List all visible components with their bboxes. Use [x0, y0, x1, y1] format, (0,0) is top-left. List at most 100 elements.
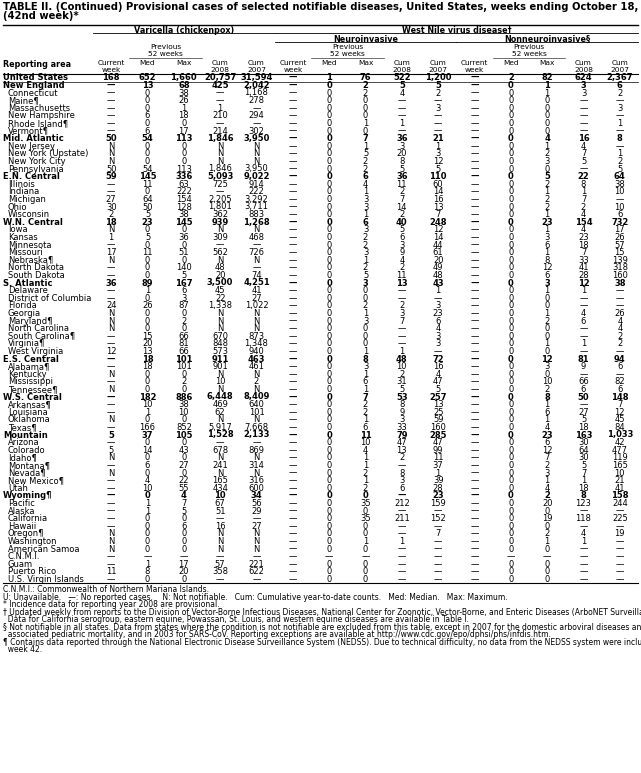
Text: 573: 573: [212, 347, 228, 356]
Text: 2: 2: [363, 233, 368, 242]
Text: —: —: [216, 240, 224, 250]
Text: 0: 0: [326, 567, 332, 577]
Text: 0: 0: [145, 385, 150, 394]
Text: 9,022: 9,022: [243, 172, 270, 181]
Text: 15: 15: [615, 248, 625, 257]
Text: 2: 2: [363, 264, 368, 272]
Text: 10: 10: [615, 187, 625, 196]
Text: 0: 0: [181, 225, 187, 234]
Text: 7: 7: [363, 393, 369, 401]
Text: 2: 2: [508, 73, 514, 82]
Text: —: —: [107, 499, 115, 508]
Text: —: —: [470, 499, 479, 508]
Text: —: —: [470, 476, 479, 485]
Text: 37: 37: [433, 461, 444, 470]
Text: —: —: [434, 294, 442, 303]
Text: 1: 1: [545, 141, 550, 151]
Text: 3: 3: [363, 248, 368, 257]
Text: 3: 3: [435, 332, 441, 341]
Text: —: —: [615, 560, 624, 569]
Text: —: —: [579, 294, 588, 303]
Text: 7: 7: [581, 149, 586, 158]
Text: West Nile virus disease†: West Nile virus disease†: [401, 26, 511, 35]
Text: 0: 0: [326, 157, 332, 166]
Text: 5: 5: [399, 225, 404, 234]
Text: 0: 0: [363, 522, 368, 531]
Text: 11: 11: [397, 271, 407, 280]
Text: 0: 0: [363, 286, 368, 295]
Text: —: —: [579, 552, 588, 561]
Text: 27: 27: [106, 195, 117, 204]
Text: 0: 0: [508, 141, 513, 151]
Text: 9: 9: [399, 407, 404, 417]
Text: 1: 1: [363, 369, 368, 379]
Text: 5: 5: [435, 81, 441, 90]
Text: 36: 36: [105, 278, 117, 288]
Text: Previous
52 weeks: Previous 52 weeks: [148, 44, 183, 56]
Text: —: —: [470, 203, 479, 212]
Text: 66: 66: [578, 377, 589, 386]
Text: 158: 158: [611, 492, 629, 500]
Text: 14: 14: [397, 203, 407, 212]
Text: 22: 22: [578, 172, 589, 181]
Text: N: N: [253, 369, 260, 379]
Text: —: —: [288, 187, 297, 196]
Text: 113: 113: [175, 134, 192, 143]
Text: 139: 139: [612, 256, 628, 264]
Text: New Jersey: New Jersey: [8, 141, 55, 151]
Text: 0: 0: [508, 393, 513, 401]
Text: 1: 1: [617, 149, 622, 158]
Text: —: —: [470, 407, 479, 417]
Text: 1: 1: [545, 88, 550, 97]
Text: 47: 47: [433, 377, 444, 386]
Text: 0: 0: [508, 195, 513, 204]
Text: Ohio: Ohio: [8, 203, 28, 212]
Text: —: —: [253, 119, 261, 128]
Text: —: —: [288, 468, 297, 478]
Text: 257: 257: [429, 393, 447, 401]
Text: 0: 0: [145, 294, 150, 303]
Text: 0: 0: [363, 339, 368, 349]
Text: 0: 0: [181, 537, 187, 546]
Text: 0: 0: [145, 468, 150, 478]
Text: 2: 2: [617, 339, 622, 349]
Text: 0: 0: [326, 203, 332, 212]
Text: —: —: [470, 165, 479, 173]
Text: 652: 652: [138, 73, 156, 82]
Text: 0: 0: [326, 104, 332, 113]
Text: E.S. Central: E.S. Central: [3, 355, 59, 363]
Text: —: —: [253, 264, 261, 272]
Text: —: —: [325, 552, 333, 561]
Text: 57: 57: [215, 560, 226, 569]
Text: 6: 6: [617, 362, 622, 371]
Text: —: —: [470, 218, 479, 226]
Text: 0: 0: [326, 362, 332, 371]
Text: —: —: [288, 476, 297, 485]
Text: § Not notifiable in all states. Data from states where the condition is not noti: § Not notifiable in all states. Data fro…: [3, 623, 641, 632]
Text: 2,133: 2,133: [243, 431, 270, 440]
Text: 10: 10: [615, 203, 625, 212]
Text: 101: 101: [249, 407, 264, 417]
Text: 5: 5: [435, 165, 441, 173]
Text: 145: 145: [138, 172, 156, 181]
Text: 14: 14: [433, 233, 444, 242]
Text: 0: 0: [508, 575, 513, 584]
Text: Georgia: Georgia: [8, 309, 41, 318]
Text: —: —: [107, 104, 115, 113]
Text: —: —: [470, 514, 479, 523]
Text: —: —: [470, 362, 479, 371]
Text: 0: 0: [508, 256, 513, 264]
Text: 0: 0: [363, 324, 368, 333]
Text: 0: 0: [326, 210, 332, 219]
Text: —: —: [288, 484, 297, 492]
Text: Alabama¶: Alabama¶: [8, 362, 51, 371]
Text: 0: 0: [326, 187, 332, 196]
Text: 37: 37: [142, 431, 153, 440]
Text: Texas¶: Texas¶: [8, 423, 37, 432]
Text: 0: 0: [326, 544, 332, 553]
Text: 48: 48: [433, 271, 444, 280]
Text: —: —: [288, 530, 297, 538]
Text: 84: 84: [615, 423, 625, 432]
Text: 212: 212: [394, 499, 410, 508]
Text: 50: 50: [142, 203, 153, 212]
